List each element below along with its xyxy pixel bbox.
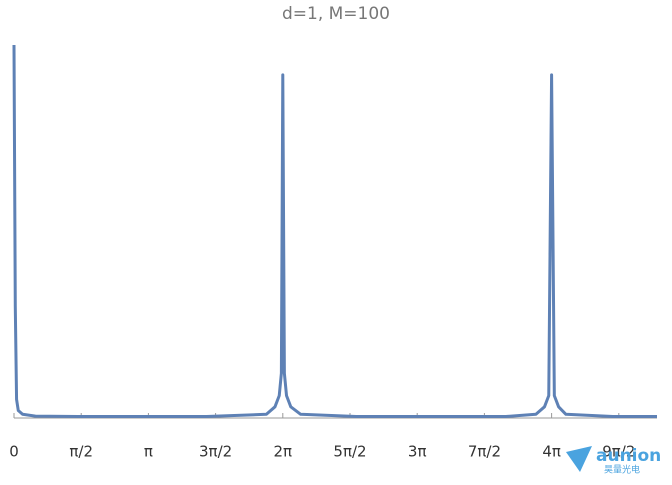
- x-tick-label: 4π: [542, 443, 561, 461]
- x-tick-label: 3π/2: [199, 443, 232, 461]
- x-tick-label: π: [144, 443, 153, 461]
- line: [12, 44, 657, 419]
- x-tick-label: 7π/2: [468, 443, 501, 461]
- chart-title: d=1, M=100: [282, 4, 390, 24]
- watermark-subtext: 昊量光电: [604, 464, 640, 476]
- watermark-logo: [566, 446, 592, 472]
- x-tick-label: 9π/2: [602, 443, 635, 461]
- watermark-text: aunion: [596, 446, 661, 466]
- x-tick-label: 3π: [408, 443, 427, 461]
- x-tick-label: π/2: [69, 443, 93, 461]
- watermark: aunion 昊量光电: [566, 446, 661, 476]
- x-tick-label: 5π/2: [333, 443, 366, 461]
- x-tick-label: 2π: [274, 443, 293, 461]
- x-tick-label: 0: [9, 443, 19, 461]
